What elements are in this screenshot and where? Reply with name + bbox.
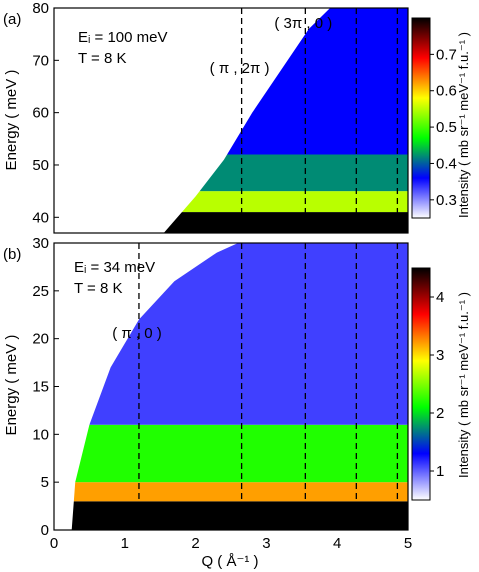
panel-b-x-tick-label: 1 <box>121 535 129 552</box>
panel-a-y-tick-label: 50 <box>32 157 49 174</box>
panel-b-y-tick-label: 30 <box>32 235 49 252</box>
panel-a-y-tick-label: 80 <box>32 0 49 17</box>
panel-a-y-tick-label: 60 <box>32 105 49 122</box>
panel-a-colorbar-tick-label: 0.6 <box>436 83 457 100</box>
panel-b-dashed-lines: ( π , 0 ) <box>112 243 399 530</box>
panel-a-y-tick-label: 70 <box>32 52 49 69</box>
panel-b-y-tick-label: 5 <box>41 474 49 491</box>
panel-a-frame <box>53 7 409 234</box>
panel-b-y-tick-label: 15 <box>32 379 49 396</box>
panel-a-colorbar-label: Intensity ( mb sr⁻¹ meV⁻¹ f.u.⁻¹ ) <box>456 32 471 218</box>
panel-b-x-tick-label: 2 <box>191 535 199 552</box>
panel-b-dashed-line-label: ( π , 0 ) <box>112 325 162 342</box>
panel-b-kinematic-mask <box>54 243 239 530</box>
panel-b-ylabel: Energy ( meV ) <box>3 335 20 436</box>
panel-b-label: (b) <box>3 246 21 263</box>
panel-a-colorbar-ticks: 0.3 0.4 0.5 0.6 0.7 <box>430 46 457 209</box>
panel-a-colorbar-tick-label: 0.7 <box>436 46 457 63</box>
panel-b-annotation-temp: T = 8 K <box>74 280 123 297</box>
panel-a-colorbar-tick-label: 0.5 <box>436 119 457 136</box>
panel-b-x-ticks: 0 1 2 3 4 5 <box>50 525 412 552</box>
panel-a-y-tick-label: 40 <box>32 209 49 226</box>
panel-b-y-tick-label: 0 <box>41 522 49 539</box>
panel-a: (a) ( π , 2π ) ( 3π , 0 ) 40 50 60 70 80 Eᵢ =… <box>3 0 471 234</box>
panel-a-colorbar-tick-label: 0.3 <box>436 192 457 209</box>
panel-a-kinematic-mask <box>54 8 331 233</box>
panel-a-annotation-ei: Eᵢ = 100 meV <box>78 29 168 46</box>
panel-b-x-tick-label: 5 <box>404 535 412 552</box>
panel-a-heatmap <box>54 8 408 233</box>
panel-a-y-ticks: 40 50 60 70 80 <box>32 0 59 226</box>
panel-b-x-tick-label: 0 <box>50 535 58 552</box>
panel-a-label: (a) <box>3 11 21 28</box>
panel-b-y-tick-label: 10 <box>32 426 49 443</box>
panel-a-ylabel: Energy ( meV ) <box>3 70 20 171</box>
panel-b-colorbar-tick-label: 2 <box>436 405 444 422</box>
panel-a-colorbar-tick-label: 0.4 <box>436 155 457 172</box>
panel-b: (b) ( π , 0 ) 0 5 10 15 20 25 30 0 1 2 3 4 5 Eᵢ = 3… <box>3 235 471 570</box>
panel-b-x-tick-label: 3 <box>262 535 270 552</box>
panel-b-colorbar-tick-label: 3 <box>436 347 444 364</box>
panel-b-colorbar-ticks: 1 2 3 4 <box>430 289 444 480</box>
panel-b-colorbar-tick-label: 4 <box>436 289 444 306</box>
panel-b-y-ticks: 0 5 10 15 20 25 30 <box>32 235 59 539</box>
panel-a-dashed-line-label: ( 3π , 0 ) <box>274 15 332 32</box>
panel-a-dashed-lines: ( π , 2π ) ( 3π , 0 ) <box>210 8 399 233</box>
panel-b-y-tick-label: 25 <box>32 283 49 300</box>
panel-b-colorbar-label: Intensity ( mb sr⁻¹ meV⁻¹ f.u.⁻¹ ) <box>456 292 471 478</box>
panel-a-dashed-line-label: ( π , 2π ) <box>210 60 270 77</box>
panel-b-xlabel: Q ( Å⁻¹ ) <box>201 553 258 570</box>
panel-b-intensity-band <box>54 501 408 530</box>
panel-b-annotation-ei: Eᵢ = 34 meV <box>74 259 155 276</box>
panel-b-heatmap <box>54 243 408 530</box>
panel-b-x-tick-label: 4 <box>333 535 341 552</box>
panel-b-colorbar <box>411 267 431 501</box>
panel-b-intensity-band <box>54 482 408 502</box>
panel-b-y-tick-label: 20 <box>32 331 49 348</box>
panel-b-colorbar-tick-label: 1 <box>436 463 444 480</box>
panel-a-colorbar <box>411 17 431 219</box>
panel-b-intensity-band <box>54 424 408 483</box>
panel-a-annotation-temp: T = 8 K <box>78 50 127 67</box>
